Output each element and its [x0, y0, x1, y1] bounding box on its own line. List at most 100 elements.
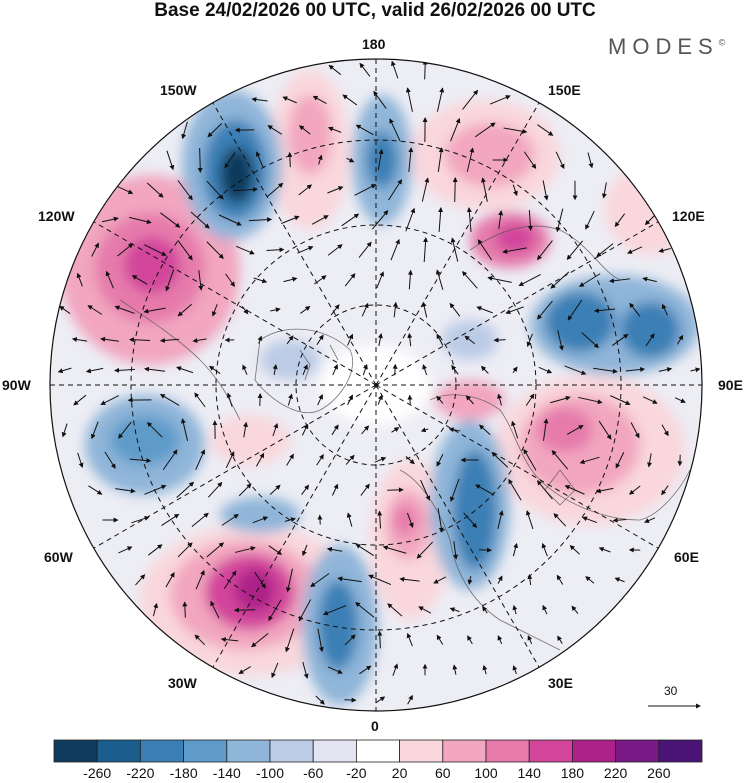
brand-name: MODES [608, 34, 719, 59]
wind-arrow [302, 661, 309, 679]
wind-arrow [286, 453, 294, 466]
wind-arrow [497, 510, 504, 530]
wind-arrow [117, 186, 134, 194]
wind-arrow [451, 364, 459, 375]
colorbar-tick-label: 140 [517, 765, 541, 781]
wind-arrow [268, 599, 282, 622]
wind-arrow [206, 542, 225, 558]
wind-arrow [361, 302, 369, 317]
wind-arrow [115, 488, 136, 494]
wind-arrow [328, 64, 342, 75]
wind-arrow [354, 184, 377, 196]
wind-arrow [223, 570, 237, 589]
wind-arrow [466, 207, 472, 232]
colorbar-tick-label: -260 [83, 765, 112, 781]
wind-arrow [195, 449, 206, 471]
wind-arrow [192, 337, 207, 343]
reference-vector-label: 30 [664, 684, 678, 698]
wind-arrow [268, 545, 283, 555]
wind-arrow [467, 635, 473, 645]
colorbar-swatch [226, 739, 271, 763]
wind-arrow [543, 418, 549, 441]
polar-map [49, 58, 703, 712]
wind-arrow [298, 125, 311, 135]
wind-arrow [166, 150, 175, 171]
colorbar-swatch [442, 739, 487, 763]
wind-arrow [422, 364, 428, 376]
colorbar-tick-label: -20 [346, 765, 367, 781]
wind-arrow [537, 124, 554, 136]
wind-arrow [131, 275, 148, 285]
wind-arrow [601, 182, 607, 199]
wind-arrow [210, 600, 220, 619]
wind-arrow [316, 454, 324, 466]
wind-arrow [73, 394, 87, 406]
wind-arrow [195, 569, 205, 590]
wind-arrow [267, 125, 283, 135]
wind-arrow [181, 121, 188, 140]
wind-arrow [312, 95, 327, 105]
wind-arrow [406, 512, 414, 528]
colorbar-swatch [658, 739, 703, 763]
wind-arrow [407, 269, 413, 290]
wind-arrow [437, 147, 444, 172]
colorbar-swatch [399, 739, 444, 763]
wind-arrow [437, 508, 444, 533]
wind-arrow [406, 632, 413, 647]
wind-arrow [627, 246, 643, 254]
wind-arrow [206, 180, 224, 200]
wind-arrow [527, 635, 533, 645]
label-120e: 120E [672, 208, 705, 224]
wind-arrow [180, 418, 189, 441]
wind-arrow [267, 182, 284, 197]
label-0: 0 [371, 718, 379, 734]
wind-arrow [254, 571, 266, 589]
wind-arrow [368, 574, 392, 586]
wind-arrow [391, 60, 399, 79]
wind-arrow [302, 364, 308, 376]
wind-arrow [418, 606, 432, 614]
wind-arrow [612, 517, 627, 523]
wind-arrow [285, 628, 295, 653]
wind-arrow [387, 487, 404, 493]
wind-arrow [347, 333, 354, 346]
wind-arrow [302, 544, 308, 557]
wind-arrow [114, 367, 135, 373]
wind-arrow [564, 485, 585, 495]
wind-arrow [359, 665, 372, 675]
wind-arrow [76, 272, 83, 287]
wind-arrow [467, 576, 473, 585]
wind-arrow [208, 365, 221, 375]
wind-arrow [593, 308, 616, 314]
wind-arrow [482, 606, 488, 614]
wind-arrow [207, 481, 223, 498]
wind-arrow [100, 395, 120, 405]
wind-arrow [465, 395, 474, 405]
label-120w: 120W [38, 208, 75, 224]
wind-arrow [505, 306, 524, 315]
wind-arrow [674, 397, 686, 403]
wind-arrow [538, 366, 553, 374]
wind-arrow [159, 394, 180, 406]
wind-arrow [317, 393, 323, 406]
wind-arrow [477, 239, 493, 261]
wind-arrow [281, 215, 300, 224]
colorbar-swatch [485, 739, 530, 763]
wind-arrow [436, 87, 445, 112]
wind-arrow [161, 513, 180, 527]
wind-arrow [642, 276, 657, 283]
wind-arrow [255, 452, 265, 467]
wind-arrow [478, 547, 492, 553]
label-30w: 30W [168, 675, 197, 691]
colorbar-swatch [528, 739, 573, 763]
wind-arrow [341, 213, 360, 227]
wind-arrow [221, 514, 239, 526]
wind-arrow [658, 248, 671, 253]
anomaly-field [50, 59, 702, 711]
wind-arrow [512, 665, 518, 675]
wind-vectors [57, 59, 701, 705]
wind-arrow [355, 543, 374, 556]
wind-arrow [407, 694, 413, 705]
wind-arrow [118, 421, 132, 439]
wind-arrow [453, 541, 459, 560]
